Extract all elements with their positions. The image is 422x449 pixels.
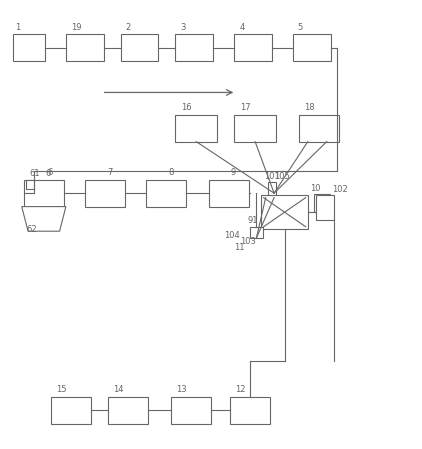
Bar <box>26 180 33 189</box>
Bar <box>146 180 186 207</box>
Text: 12: 12 <box>235 385 246 394</box>
Text: 10: 10 <box>310 184 320 193</box>
Text: 19: 19 <box>71 23 82 32</box>
Text: 15: 15 <box>56 385 67 394</box>
Text: 17: 17 <box>240 103 250 112</box>
Bar <box>234 115 276 142</box>
Text: 18: 18 <box>304 103 315 112</box>
Bar <box>314 194 330 212</box>
Text: 13: 13 <box>176 385 187 394</box>
Bar <box>299 115 339 142</box>
Text: 101: 101 <box>265 172 280 180</box>
Bar <box>108 397 148 424</box>
Text: 7: 7 <box>107 167 113 176</box>
Bar <box>250 227 263 238</box>
Bar <box>175 115 217 142</box>
Text: 105: 105 <box>274 172 289 180</box>
Bar <box>24 180 64 207</box>
Text: 3: 3 <box>181 23 186 32</box>
Text: 14: 14 <box>113 385 124 394</box>
Text: 102: 102 <box>332 185 347 194</box>
Bar <box>121 34 158 61</box>
Text: 104: 104 <box>224 231 239 240</box>
Bar <box>14 34 45 61</box>
Bar <box>316 195 334 220</box>
Text: 61: 61 <box>29 168 40 177</box>
Bar <box>171 397 211 424</box>
Text: 5: 5 <box>298 23 303 32</box>
Bar <box>234 34 272 61</box>
Bar <box>268 182 276 195</box>
Text: 8: 8 <box>168 167 173 176</box>
Bar <box>230 397 270 424</box>
Text: 6: 6 <box>47 167 52 176</box>
Text: 9: 9 <box>231 167 236 176</box>
Bar <box>209 180 249 207</box>
Text: 6: 6 <box>46 168 51 177</box>
Text: 103: 103 <box>241 237 256 246</box>
Text: 1: 1 <box>16 23 21 32</box>
Text: 2: 2 <box>125 23 130 32</box>
Bar <box>175 34 213 61</box>
Bar <box>293 34 331 61</box>
Bar <box>85 180 125 207</box>
Bar <box>66 34 104 61</box>
Text: 4: 4 <box>240 23 245 32</box>
Text: 62: 62 <box>26 225 37 234</box>
Text: 11: 11 <box>234 243 245 252</box>
Bar <box>51 397 91 424</box>
Bar <box>262 195 308 229</box>
Text: 91: 91 <box>248 216 258 225</box>
Text: 16: 16 <box>181 103 191 112</box>
Polygon shape <box>22 207 66 231</box>
